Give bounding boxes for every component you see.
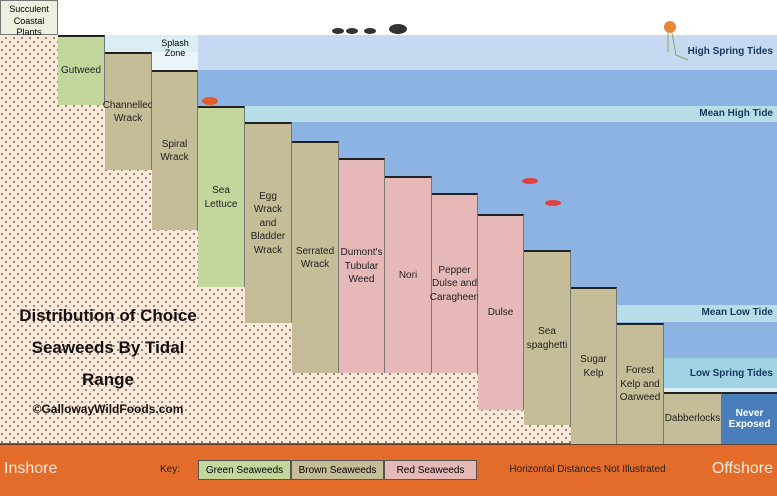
seaweed-column: Channelled Wrack xyxy=(103,52,153,170)
diagram-title: Distribution of Choice Seaweeds By Tidal… xyxy=(19,306,197,389)
ducks xyxy=(332,24,407,34)
note: Horizontal Distances Not Illustrated xyxy=(509,464,666,475)
tide-label: Mean High Tide xyxy=(699,108,773,119)
seaweed-column: Nori xyxy=(385,176,432,373)
seaweed-column: Sea spaghetti xyxy=(524,250,571,425)
seaweed-column: Sugar Kelp xyxy=(571,287,617,444)
copyright: ©GallowayWildFoods.com xyxy=(32,402,184,416)
coastal-plants-label: Succulent Coastal Plants xyxy=(0,0,58,37)
seaweed-column: Spiral Wrack xyxy=(152,70,198,230)
seaweed-column: Dumont's Tubular Weed xyxy=(339,158,385,373)
seaweed-column: Dabberlocks xyxy=(664,392,722,444)
inshore-label: Inshore xyxy=(4,460,58,477)
seaweed-column: Forest Kelp and Oarweed xyxy=(617,323,664,444)
key-label: Key: xyxy=(160,464,181,475)
tide-label: Low Spring Tides xyxy=(689,368,773,379)
seaweed-column: Dulse xyxy=(478,214,524,410)
key-item: Green Seaweeds xyxy=(198,460,291,480)
seaweed-column: Egg Wrack and Bladder Wrack xyxy=(245,122,292,323)
splash-zone-box xyxy=(105,35,198,52)
seaweed-column: Serrated Wrack xyxy=(292,141,339,373)
offshore-label: Offshore xyxy=(711,460,773,477)
crab xyxy=(202,97,218,105)
tide-label: Mean Low Tide xyxy=(701,307,774,318)
jellyfish xyxy=(664,21,689,61)
seaweed-column: Pepper Dulse and Caragheen xyxy=(430,193,479,373)
splash-zone-label: Splash Zone xyxy=(161,38,189,58)
key-item: Red Seaweeds xyxy=(384,460,477,480)
seaweed-column: Sea Lettuce xyxy=(198,106,245,287)
tide-label: High Spring Tides xyxy=(687,46,773,57)
seaweed-column: Gutweed xyxy=(58,35,105,105)
never-exposed: Never Exposed xyxy=(722,392,777,444)
key-item: Brown Seaweeds xyxy=(291,460,384,480)
splash-zone-box xyxy=(152,52,198,70)
fish xyxy=(522,178,561,206)
